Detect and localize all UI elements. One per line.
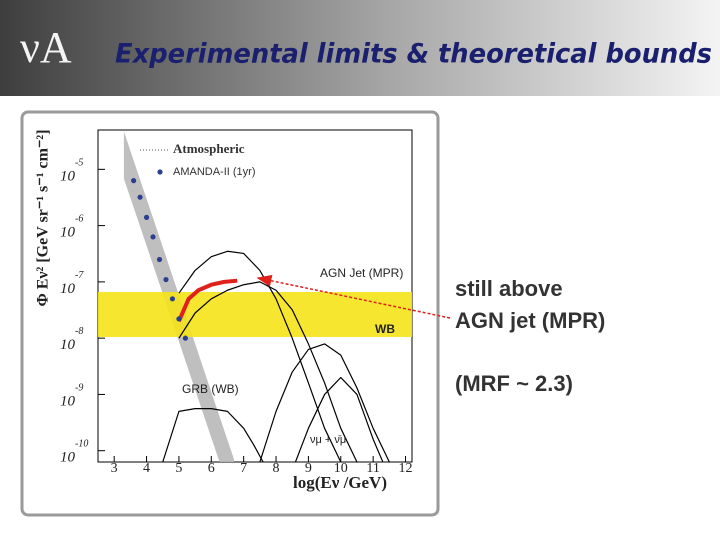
y-tick-label: 10-6: [60, 214, 83, 241]
data-point: [163, 276, 169, 283]
header-bar: [0, 0, 720, 96]
data-point: [169, 296, 176, 302]
annotation-arrow: [256, 274, 451, 319]
data-point: [143, 214, 150, 220]
y-tick-base: 10: [60, 225, 76, 241]
x-tick-label: 6: [208, 461, 215, 476]
curve: [162, 408, 264, 462]
curve: [178, 250, 342, 462]
annotation: WB: [375, 322, 395, 336]
curve: [177, 278, 238, 323]
data-point: [150, 234, 156, 240]
y-tick-base: 10: [60, 169, 76, 185]
data-point: [131, 178, 137, 184]
axes-layer: 3 4 5 6 7 8 9 10 11 1210-1010-910-810-710-610-5lo…: [35, 129, 413, 491]
data-point: [137, 194, 143, 200]
y-axis-title: Φ Eν² [GeV sr⁻¹ s⁻¹ cm⁻²]: [35, 129, 52, 306]
y-tick-label: 10-10: [60, 439, 88, 466]
band: [98, 292, 412, 337]
x-tick-label: 7: [240, 461, 247, 476]
annotation: AGN Jet (MPR): [320, 266, 403, 280]
side-note: (MRF ~ 2.3): [455, 371, 573, 396]
legend-label: Atmospheric: [173, 141, 245, 156]
data-point: [182, 335, 189, 341]
y-tick-label: 10-9: [60, 383, 83, 410]
annotation: νμ + ν̄μ: [310, 434, 346, 446]
x-tick-label: 4: [143, 461, 150, 476]
data-point: [156, 256, 163, 263]
y-tick-exponent: -9: [75, 383, 83, 394]
y-tick-label: 10-8: [60, 326, 83, 353]
curve: [259, 343, 390, 462]
legend-swatch: [157, 169, 163, 175]
y-tick-label: 10-5: [60, 158, 83, 185]
x-tick-label: 12: [399, 461, 413, 476]
y-tick-exponent: -8: [75, 326, 83, 337]
x-tick-label: 5: [175, 461, 182, 476]
side-text: AGN jet (MPR): [455, 308, 605, 333]
x-tick-label: 10: [334, 461, 348, 476]
y-tick-exponent: -5: [75, 158, 83, 169]
logo: νA: [20, 23, 72, 72]
x-tick-label: 8: [273, 461, 280, 476]
y-tick-exponent: -6: [75, 214, 83, 225]
y-tick-exponent: -10: [75, 439, 88, 450]
x-tick-label: 11: [366, 461, 379, 476]
x-tick-label: 9: [305, 461, 312, 476]
curve: [294, 376, 384, 462]
x-axis-title: log(Eν /GeV): [293, 473, 387, 492]
y-tick-base: 10: [60, 281, 76, 297]
x-tick-label: 3: [111, 461, 118, 476]
legend-label: AMANDA-II (1yr): [173, 166, 256, 178]
side-text: still above: [455, 276, 563, 301]
plot-layer: [98, 131, 412, 462]
annotation: GRB (WB): [182, 382, 239, 396]
slide-title: Experimental limits & theoretical bounds: [115, 39, 712, 70]
y-tick-label: 10-7: [60, 270, 84, 297]
y-tick-base: 10: [60, 338, 76, 354]
y-tick-exponent: -7: [75, 270, 84, 281]
y-tick-base: 10: [60, 394, 76, 410]
y-tick-base: 10: [60, 450, 76, 466]
data-point: [176, 316, 182, 322]
